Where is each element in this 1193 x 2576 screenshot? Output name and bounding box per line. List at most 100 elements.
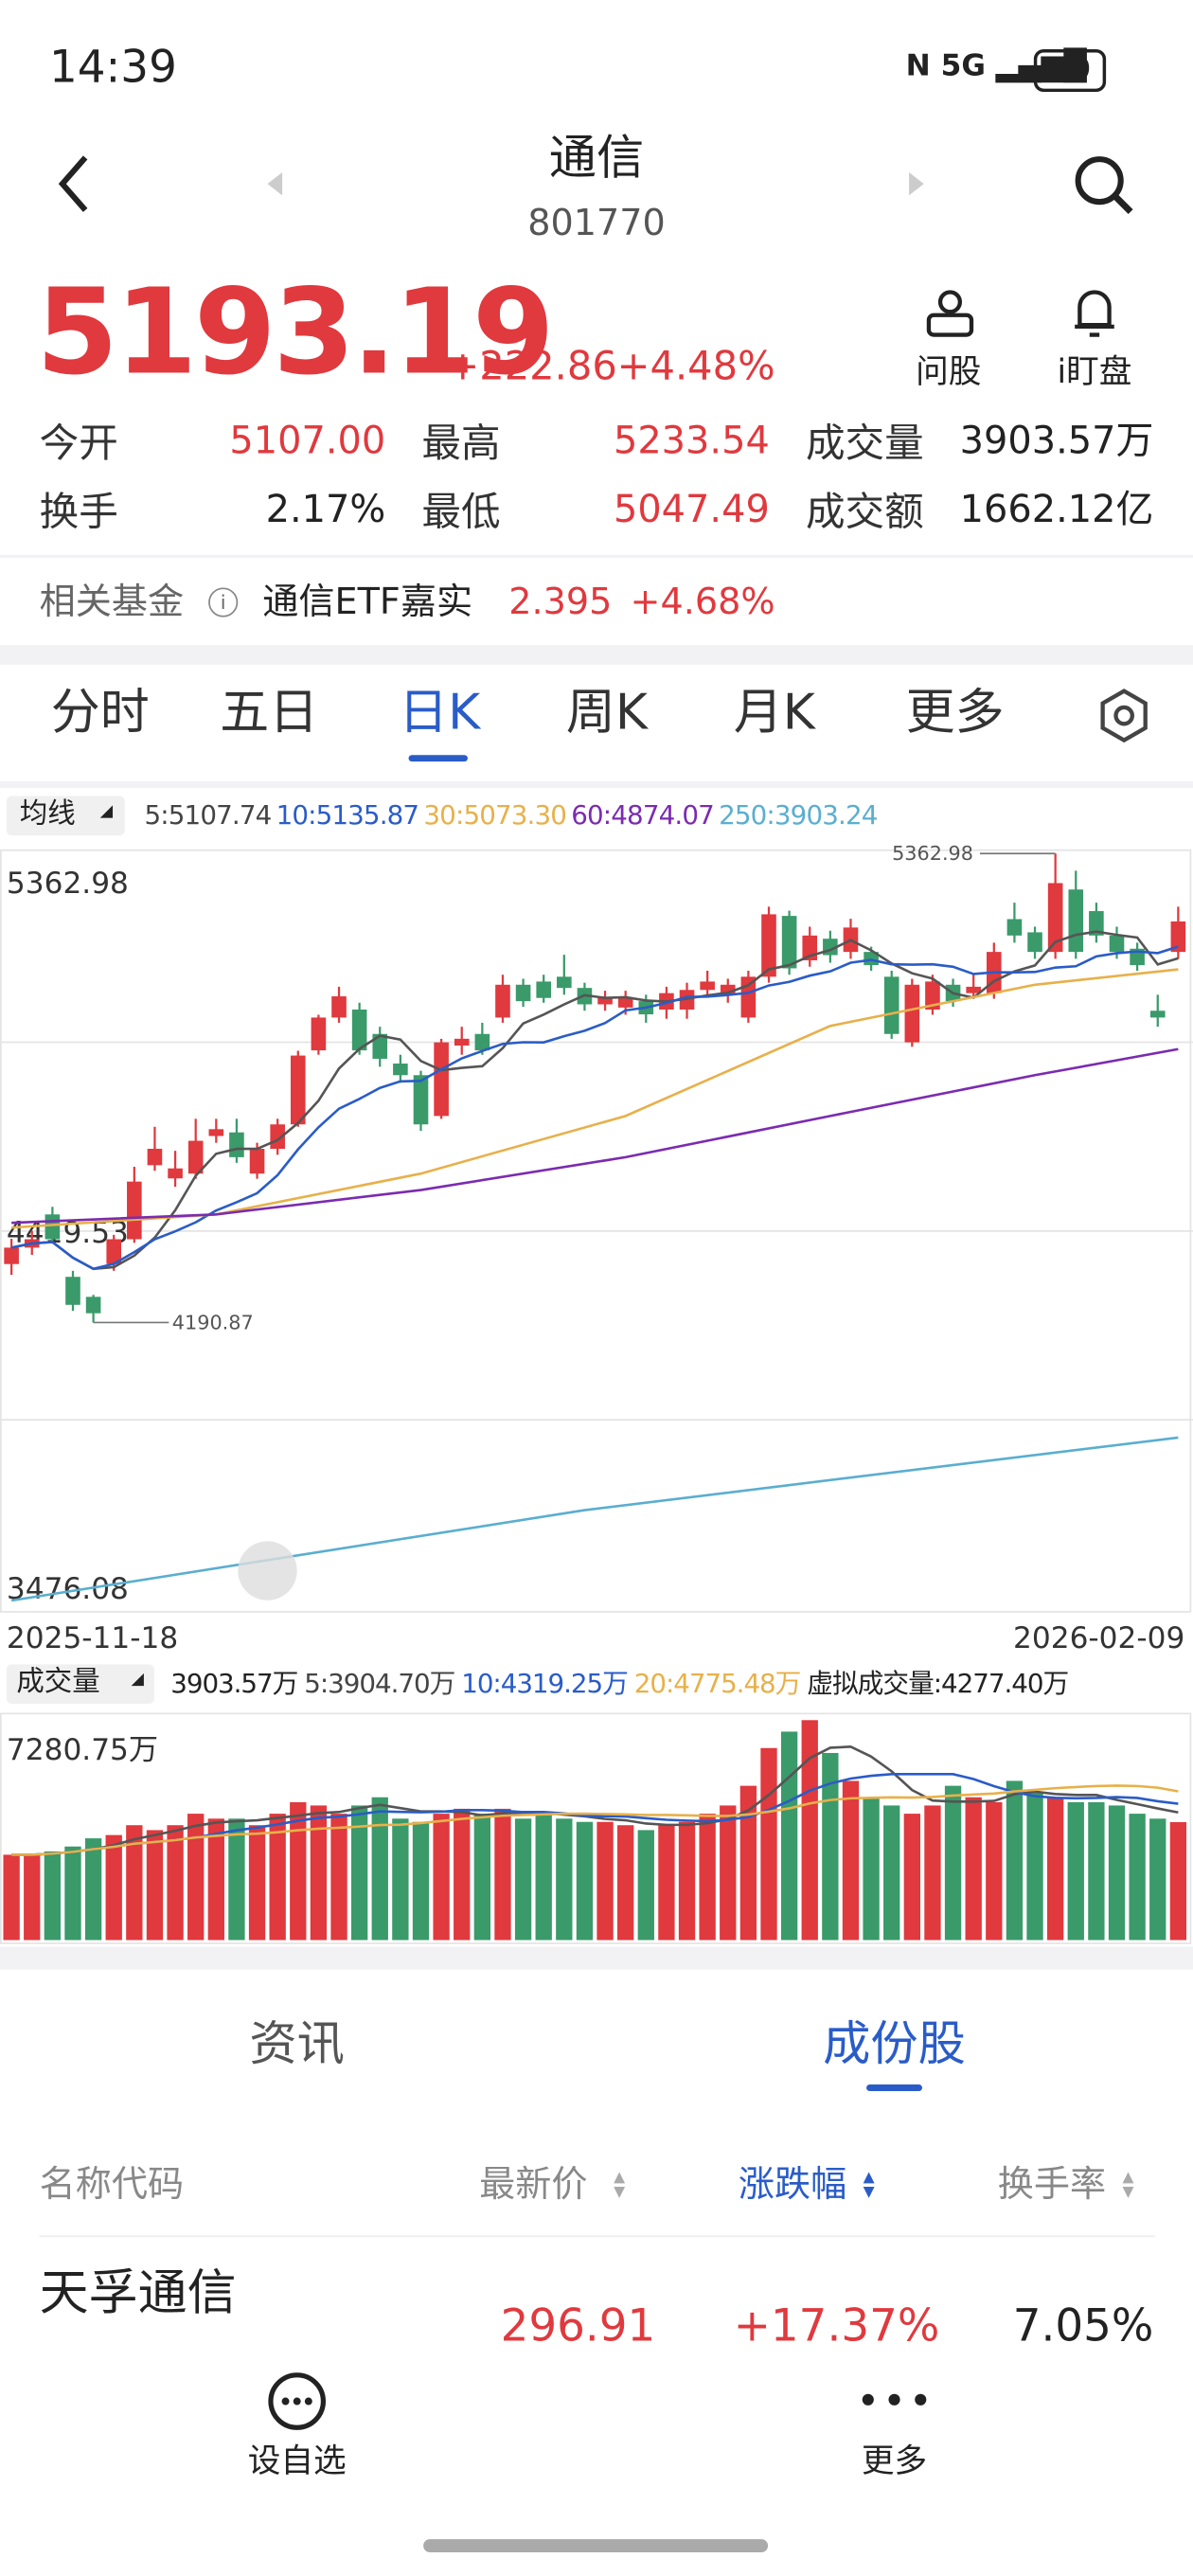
annotation-label: 4190.87 bbox=[172, 1311, 254, 1333]
volume-bar bbox=[433, 1814, 450, 1941]
home-indicator bbox=[423, 2539, 769, 2552]
volume-selector[interactable] bbox=[6, 1664, 154, 1704]
table-header[interactable]: 换手率 bbox=[997, 2164, 1107, 2207]
volume-bar bbox=[248, 1825, 266, 1941]
candle-body bbox=[249, 1149, 265, 1174]
tab-underline bbox=[866, 2084, 923, 2091]
info-icon[interactable]: i bbox=[208, 587, 239, 617]
volume-ma-line bbox=[11, 1784, 1179, 1856]
settings-icon[interactable] bbox=[1096, 688, 1152, 743]
bottom-label[interactable]: 设自选 bbox=[247, 2441, 347, 2480]
search-button[interactable] bbox=[1070, 151, 1135, 216]
volume-bar bbox=[801, 1720, 818, 1941]
fund-label: 相关基金 bbox=[39, 582, 185, 624]
stat-value: 5107.00 bbox=[229, 420, 386, 463]
draw-tool bbox=[238, 1541, 297, 1601]
volume-bar bbox=[1108, 1805, 1126, 1941]
ma-legend-item: 30:5073.30 bbox=[423, 799, 567, 831]
volume-bar bbox=[739, 1785, 757, 1941]
candle-body bbox=[229, 1132, 244, 1157]
period-tab[interactable]: 更多 bbox=[905, 684, 1005, 742]
ma-label[interactable]: 均线 bbox=[19, 797, 76, 831]
volume-bar bbox=[187, 1814, 205, 1941]
bottom-label[interactable]: 更多 bbox=[861, 2441, 928, 2480]
volume-bar bbox=[350, 1805, 368, 1941]
period-tab[interactable]: 五日 bbox=[220, 684, 319, 742]
candle-body bbox=[720, 984, 736, 995]
period-tab[interactable]: 日K bbox=[399, 684, 481, 742]
volume-bar bbox=[105, 1834, 122, 1941]
bell-icon[interactable] bbox=[1070, 286, 1119, 342]
stat-label: 今开 bbox=[39, 420, 118, 467]
back-button[interactable] bbox=[49, 151, 98, 216]
watchlist-icon[interactable] bbox=[266, 2370, 329, 2433]
candle-body bbox=[1149, 1011, 1166, 1018]
volume-legend-item: 虚拟成交量:4277.40万 bbox=[807, 1667, 1069, 1699]
volume-label[interactable]: 成交量 bbox=[16, 1666, 100, 1699]
price: 5193.19 bbox=[36, 262, 555, 401]
bottom-bar bbox=[0, 2350, 1193, 2576]
volume-bar bbox=[1169, 1822, 1187, 1941]
separator bbox=[0, 780, 1193, 788]
stock-change: +17.37% bbox=[733, 2300, 940, 2352]
period-tab[interactable]: 月K bbox=[733, 684, 815, 742]
volume-bar bbox=[556, 1818, 573, 1941]
x-tick-label: 2026-02-09 bbox=[1013, 1621, 1184, 1655]
volume-bar bbox=[473, 1814, 491, 1941]
stat-label: 成交额 bbox=[805, 489, 924, 535]
candle-body bbox=[925, 981, 940, 1010]
volume-bar bbox=[576, 1821, 594, 1941]
volume-bar bbox=[44, 1851, 62, 1941]
volume-bar bbox=[780, 1731, 798, 1941]
fund-name[interactable]: 通信ETF嘉实 bbox=[262, 582, 473, 624]
candle-body bbox=[904, 984, 920, 1043]
volume-bar bbox=[228, 1818, 245, 1941]
candle-body bbox=[474, 1033, 490, 1051]
ask-icon[interactable] bbox=[922, 287, 978, 339]
content-tab[interactable]: 资讯 bbox=[249, 2015, 345, 2072]
content-tab[interactable]: 成份股 bbox=[823, 2015, 966, 2072]
candle-body bbox=[883, 976, 899, 1034]
candle-body bbox=[45, 1214, 61, 1240]
volume-bar bbox=[1149, 1818, 1166, 1941]
volume-bar bbox=[944, 1785, 962, 1941]
action-label[interactable]: i盯盘 bbox=[1057, 350, 1132, 391]
y-tick-label: 7280.75万 bbox=[7, 1733, 158, 1767]
tab-underline bbox=[408, 755, 468, 762]
y-tick-label: 5362.98 bbox=[7, 867, 129, 901]
prev-arrow[interactable] bbox=[262, 170, 285, 197]
volume-bar bbox=[596, 1821, 614, 1941]
period-tab[interactable]: 分时 bbox=[50, 684, 150, 742]
volume-bar bbox=[883, 1805, 900, 1941]
candle-body bbox=[127, 1181, 142, 1240]
volume-bar bbox=[924, 1805, 941, 1941]
candle-body bbox=[597, 997, 613, 1005]
candle-body bbox=[1089, 911, 1104, 936]
more-icon[interactable] bbox=[860, 2388, 929, 2411]
next-arrow[interactable] bbox=[906, 170, 929, 197]
volume-bar bbox=[1088, 1801, 1105, 1941]
stock-price: 296.91 bbox=[500, 2300, 656, 2352]
volume-bar bbox=[863, 1797, 880, 1941]
stat-label: 最低 bbox=[421, 489, 501, 535]
stat-value: 5233.54 bbox=[613, 420, 770, 463]
table-header[interactable]: 涨跌幅 bbox=[738, 2164, 847, 2207]
ma-legend-item: 10:5135.87 bbox=[276, 799, 420, 831]
period-tab[interactable]: 周K bbox=[565, 684, 649, 742]
candle-body bbox=[290, 1055, 306, 1125]
stat-value: 5047.49 bbox=[613, 489, 770, 532]
fund-change: +4.68% bbox=[630, 582, 775, 624]
volume-bar bbox=[412, 1821, 430, 1941]
stat-label: 换手 bbox=[39, 489, 118, 535]
candle-body bbox=[1170, 921, 1186, 953]
table-header[interactable]: 最新价 bbox=[479, 2164, 588, 2207]
volume-bar bbox=[903, 1814, 920, 1941]
ma-selector[interactable] bbox=[6, 796, 125, 836]
stock-name[interactable]: 天孚通信 bbox=[39, 2264, 237, 2323]
volume-bar bbox=[1026, 1792, 1043, 1941]
action-label[interactable]: 问股 bbox=[916, 350, 982, 391]
volume-legend-item: 20:4775.48万 bbox=[633, 1667, 802, 1699]
kline-chart: 5362.984419.533476.085362.984190.872025-… bbox=[0, 846, 1193, 1655]
ma-legend-item: 250:3903.24 bbox=[719, 799, 878, 831]
volume-bar bbox=[269, 1814, 286, 1941]
